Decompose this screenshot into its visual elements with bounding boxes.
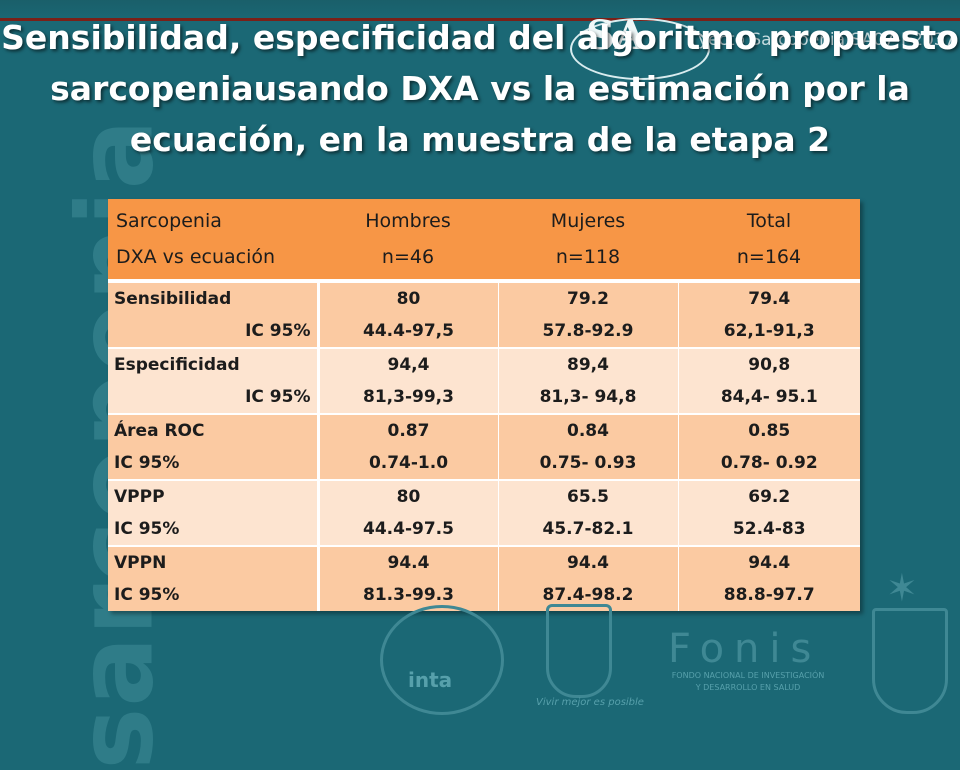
table-row: Especificidad 94,4 89,4 90,8 — [108, 348, 860, 381]
table-cell: 94.4 — [497, 546, 678, 579]
table-cell: 0.85 — [677, 414, 860, 447]
table-cell: 81.3-99.3 — [316, 579, 498, 611]
title-line: sarcopeniausando DXA vs la estimación po… — [50, 69, 910, 108]
row-label: VPPN — [108, 546, 318, 579]
table-cell: 94,4 — [316, 348, 498, 381]
table-header-row: DXA vs ecuación n=46 n=118 n=164 — [108, 239, 860, 283]
table-cell: 52.4-83 — [677, 513, 860, 547]
table-row: IC 95% 44.4-97.5 45.7-82.1 52.4-83 — [108, 513, 860, 547]
table-row: Área ROC 0.87 0.84 0.85 — [108, 414, 860, 447]
header-cell: Sarcopenia — [108, 199, 318, 239]
header-cell: n=46 — [318, 239, 498, 283]
header-cell: DXA vs ecuación — [108, 239, 318, 283]
table-cell: 0.84 — [497, 414, 678, 447]
table-cell: 0.74-1.0 — [316, 447, 498, 481]
table-cell: 44.4-97.5 — [316, 513, 498, 547]
table-header-row: Sarcopenia Hombres Mujeres Total — [108, 199, 860, 239]
table-cell: 94.4 — [316, 546, 498, 579]
row-label: IC 95% — [108, 315, 318, 349]
shield-caption: Vivir mejor es posible — [536, 697, 644, 708]
header-cell: n=164 — [678, 239, 860, 283]
header-cell: Hombres — [318, 199, 498, 239]
table-cell: 89,4 — [497, 348, 678, 381]
inta-logo-text: inta — [408, 668, 453, 692]
header-cell: Mujeres — [498, 199, 678, 239]
row-label: IC 95% — [108, 513, 318, 547]
table-cell: 79.4 — [677, 281, 860, 315]
table-row: Sensibilidad 80 79.2 79.4 — [108, 281, 860, 315]
table-cell: 57.8-92.9 — [497, 315, 678, 349]
inta-seal-icon — [380, 605, 504, 715]
table-cell: 0.87 — [316, 414, 498, 447]
table-cell: 81,3-99,3 — [316, 381, 498, 415]
table-row: IC 95% 0.74-1.0 0.75- 0.93 0.78- 0.92 — [108, 447, 860, 481]
table-cell: 65.5 — [497, 480, 678, 513]
row-label: Sensibilidad — [108, 281, 318, 315]
project-reference: yecto Sarcopenia SA07-I-2037 — [698, 30, 956, 50]
table-cell: 79.2 — [497, 281, 678, 315]
fonis-caption: FONDO NACIONAL DE INVESTIGACIÓN Y DESARR… — [671, 671, 825, 692]
table-cell: 84,4- 95.1 — [677, 381, 860, 415]
title-line: ecuación, en la muestra de la etapa 2 — [129, 120, 831, 159]
title-line: Sensibilidad, especificidad del algoritm… — [1, 18, 959, 57]
table-row: IC 95% 44.4-97,5 57.8-92.9 62,1-91,3 — [108, 315, 860, 349]
row-label: IC 95% — [108, 447, 318, 481]
table-cell: 44.4-97,5 — [316, 315, 498, 349]
row-label: IC 95% — [108, 579, 318, 611]
table-cell: 45.7-82.1 — [497, 513, 678, 547]
results-table: Sarcopenia Hombres Mujeres Total DXA vs … — [108, 199, 860, 611]
table-cell: 62,1-91,3 — [677, 315, 860, 349]
slide-title: Sensibilidad, especificidad del algoritm… — [0, 12, 960, 165]
star-ornament-icon: ✶ — [886, 566, 918, 610]
fonis-logo-name: Fonis — [668, 626, 822, 672]
table-cell: 88.8-97.7 — [677, 579, 860, 611]
sa-logo-text: SA — [586, 12, 646, 59]
row-label: Especificidad — [108, 348, 318, 381]
top-accent-bar — [0, 0, 960, 22]
table-row: IC 95% 81.3-99.3 87.4-98.2 88.8-97.7 — [108, 579, 860, 611]
header-cell: n=118 — [498, 239, 678, 283]
university-crest-icon — [872, 608, 948, 714]
table-cell: 69.2 — [677, 480, 860, 513]
table-cell: 81,3- 94,8 — [497, 381, 678, 415]
table-row: VPPP 80 65.5 69.2 — [108, 480, 860, 513]
table-cell: 80 — [316, 480, 498, 513]
table-cell: 90,8 — [677, 348, 860, 381]
row-label: Área ROC — [108, 414, 318, 447]
table-row: VPPN 94.4 94.4 94.4 — [108, 546, 860, 579]
university-shield-icon — [546, 604, 612, 698]
table-cell: 94.4 — [677, 546, 860, 579]
row-label: IC 95% — [108, 381, 318, 415]
row-label: VPPP — [108, 480, 318, 513]
header-cell: Total — [678, 199, 860, 239]
table-cell: 80 — [316, 281, 498, 315]
sa-logo-oval-icon — [570, 18, 710, 80]
table-cell: 0.78- 0.92 — [677, 447, 860, 481]
table-cell: 0.75- 0.93 — [497, 447, 678, 481]
table-row: IC 95% 81,3-99,3 81,3- 94,8 84,4- 95.1 — [108, 381, 860, 415]
